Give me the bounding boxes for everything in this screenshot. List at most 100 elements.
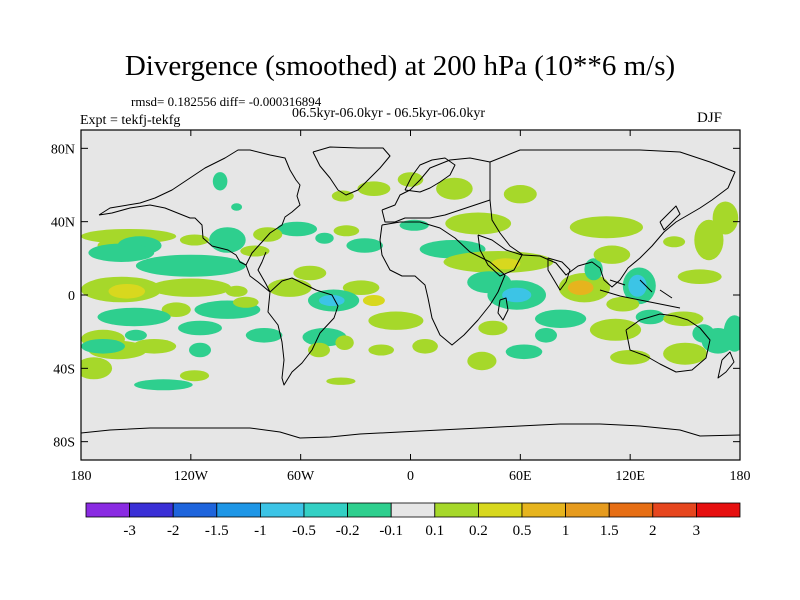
colorbar-label-5: -0.2 [336,523,360,539]
field-anomaly-23 [663,236,686,248]
colorbar-swatch-10 [521,502,566,518]
period-subtitle: 06.5kyr-06.0kyr - 06.5kyr-06.0kyr [292,106,486,121]
y-tick-label-1: 40N [51,216,75,231]
field-anomaly-82 [179,234,210,246]
x-tick-label-4: 60E [509,469,532,484]
field-anomaly-40 [505,344,543,360]
x-tick-label-6: 180 [730,469,751,484]
colorbar-label-7: 0.1 [425,523,444,539]
field-anomaly-35 [723,315,740,352]
field-anomaly-74 [124,329,147,341]
stats-subtitle: rmsd= 0.182556 diff= -0.000316894 [131,94,322,109]
field-anomaly-50 [315,232,334,244]
y-tick-label-4: 80S [53,436,75,451]
field-anomaly-26 [677,269,722,285]
field-anomaly-68 [368,344,395,356]
experiment-label: Expt = tekfj-tekfg [80,113,181,128]
colorbar-label-1: -2 [167,523,180,539]
x-tick-label-1: 120W [174,469,209,484]
colorbar-swatch-8 [434,502,479,518]
colorbar-swatch-2 [172,502,218,518]
y-tick-label-3: 40S [53,362,75,377]
colorbar-swatch-0 [85,502,130,518]
colorbar-label-12: 2 [649,523,657,539]
field-anomaly-27 [606,296,640,312]
y-tick-label-0: 80N [51,142,75,157]
field-anomaly-73 [81,339,125,354]
colorbar-label-6: -0.1 [379,523,403,539]
field-anomaly-84 [326,377,356,385]
field-anomaly-7 [503,185,537,204]
field-anomaly-6 [436,177,473,200]
colorbar-swatch-5 [303,502,348,518]
colorbar-swatch-4 [259,502,305,518]
coastline-new-zealand [717,351,735,379]
coastline-greenland [312,146,391,196]
field-anomaly-43 [342,280,380,296]
field-anomaly-20 [628,274,647,297]
field-anomaly-5 [357,181,391,196]
colorbar-swatch-9 [477,502,523,518]
coastline-antarctica [81,423,740,439]
coastline-gulf-central-america [245,251,271,293]
field-anomaly-28 [589,318,642,341]
colorbar-label-0: -3 [123,523,136,539]
x-axis: 180 120W 60W 0 60E 120E 180 [71,130,751,484]
colorbar-label-3: -1 [254,523,267,539]
x-tick-label-2: 60W [287,469,315,484]
colorbar-swatch-6 [347,502,392,518]
field-anomaly-80 [333,225,360,237]
colorbar-swatch-12 [608,502,654,518]
field-anomaly-69 [97,307,171,327]
x-tick-label-3: 0 [407,469,414,484]
field-anomaly-49 [346,238,384,253]
x-tick-label-0: 180 [71,469,92,484]
coastlines [81,146,740,439]
coastline-scandinavia [404,157,456,193]
field-anomaly-39 [535,328,557,343]
colorbar-swatch-11 [565,502,610,518]
field-anomaly-46 [362,295,385,306]
field-anomaly-25 [712,201,739,235]
colorbar-swatch-7 [390,502,436,518]
colorbar-label-13: 3 [693,523,701,539]
colorbar-label-2: -1.5 [205,523,229,539]
coastline-india [547,257,571,291]
coastline-arabia [477,234,523,277]
field-anomaly-15 [502,287,532,303]
colorbar-swatch-3 [216,502,261,518]
field-anomaly-81 [253,227,283,242]
field-anomaly-9 [399,219,429,231]
field-anomaly-22 [569,216,644,239]
colorbar-label-9: 0.5 [513,523,532,539]
field-anomaly-83 [240,245,270,257]
field-anomaly-63 [161,302,191,318]
chart-title: Divergence (smoothed) at 200 hPa (10**6 … [124,50,676,82]
coastline-madagascar [497,297,509,321]
field-anomaly-8 [445,212,512,235]
field-anomaly-34 [692,324,715,343]
field-anomaly-30 [610,350,651,365]
coastline-north-america [98,149,301,266]
field-anomaly-57 [88,243,155,262]
colorbar-label-8: 0.2 [469,523,488,539]
field-anomaly-60 [108,284,146,299]
field-anomaly-78 [81,357,113,380]
coastline-asia [489,149,736,288]
coastline-indonesia [599,279,681,309]
colorbar-swatch-1 [129,502,174,518]
field-anomaly-4 [212,172,228,191]
field-anomaly-45 [319,295,345,306]
field-anomaly-21 [593,245,631,264]
field-anomaly-48 [267,278,312,297]
season-label: DJF [697,110,723,126]
field-anomaly-42 [368,311,424,330]
field-anomaly-3 [231,203,243,211]
colorbar-swatch-13 [652,502,697,518]
y-axis: 80N 40N 0 40S 80S [51,142,740,451]
field-anomaly-18 [584,258,603,281]
y-tick-label-2: 0 [68,289,75,304]
field-anomaly-37 [478,320,508,336]
colorbar-label-10: 1 [562,523,570,539]
